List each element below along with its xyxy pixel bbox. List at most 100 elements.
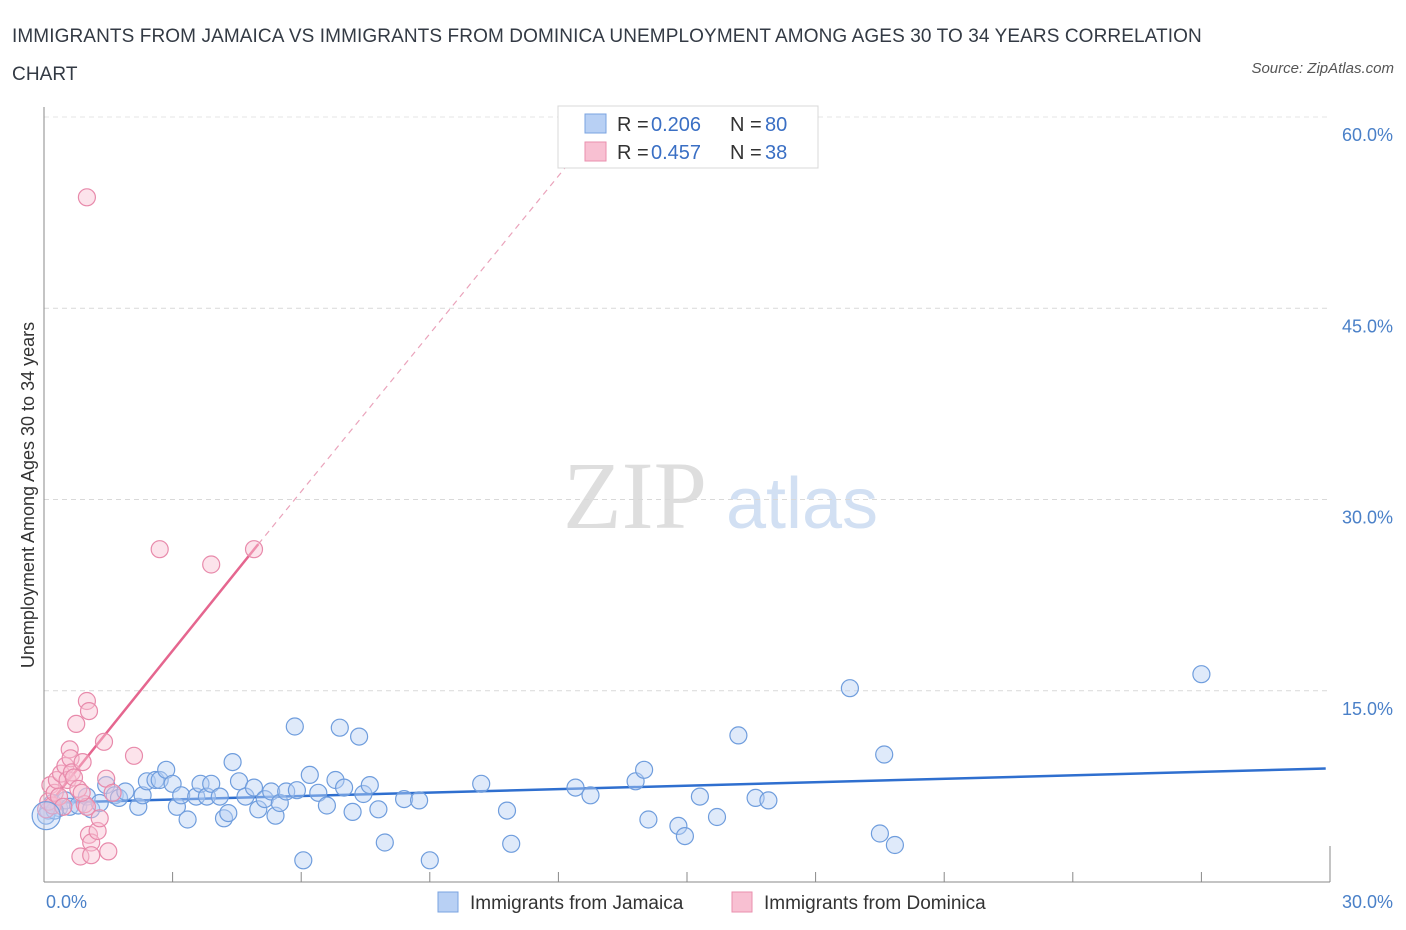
point-dominica-33 [103, 783, 122, 802]
point-jamaica-47 [330, 718, 349, 737]
point-jamaica-78 [36, 806, 56, 825]
point-dominica-14 [64, 768, 84, 787]
point-dominica-21 [72, 783, 91, 802]
data-points [31, 188, 1211, 870]
point-jamaica-42 [294, 851, 313, 870]
point-jamaica-69 [707, 807, 727, 827]
point-jamaica-64 [634, 760, 654, 779]
legend-r-label-1: R = [617, 142, 649, 164]
point-jamaica-68 [690, 787, 710, 806]
point-jamaica-77 [1192, 665, 1211, 684]
point-dominica-24 [77, 188, 97, 207]
y-tick-label-3: 60.0% [1342, 125, 1393, 145]
point-jamaica-26 [202, 774, 221, 793]
point-jamaica-27 [210, 787, 229, 806]
point-dominica-37 [244, 540, 264, 559]
legend-r-value-1: 0.457 [651, 142, 701, 164]
point-jamaica-40 [285, 717, 304, 736]
point-dominica-18 [73, 752, 92, 772]
point-jamaica-41 [287, 781, 306, 800]
point-jamaica-61 [566, 778, 585, 797]
point-dominica-27 [82, 846, 101, 865]
point-jamaica-59 [497, 801, 517, 820]
legend-r-label-0: R = [617, 114, 649, 136]
point-dominica-36 [202, 555, 221, 574]
point-jamaica-30 [223, 752, 242, 772]
bottom-legend-swatch-dominica [731, 891, 753, 913]
bottom-legend-label-jamaica: Immigrants from Jamaica [470, 893, 684, 914]
point-jamaica-51 [354, 784, 373, 804]
bottom-legend-label-dominica: Immigrants from Dominica [764, 893, 986, 914]
point-jamaica-cluster [31, 801, 61, 831]
point-jamaica-55 [395, 789, 414, 809]
legend-swatch-jamaica [584, 113, 607, 134]
point-jamaica-20 [167, 797, 186, 816]
point-jamaica-50 [350, 727, 369, 746]
y-tick-label-2: 45.0% [1342, 316, 1393, 336]
point-jamaica-53 [369, 800, 388, 819]
point-jamaica-35 [255, 789, 274, 809]
point-jamaica-66 [669, 816, 688, 836]
x-tick-label-1: 30.0% [1342, 892, 1393, 912]
bottom-legend-swatch-jamaica [437, 891, 459, 913]
point-jamaica-72 [759, 791, 778, 810]
legend-n-label-0: N = [730, 114, 762, 136]
point-jamaica-14 [133, 786, 152, 805]
point-jamaica-76 [885, 835, 905, 855]
point-dominica-35 [150, 540, 169, 559]
point-dominica-19 [75, 795, 94, 814]
point-dominica-34 [124, 746, 144, 765]
trend-line-dominica [43, 543, 260, 812]
point-jamaica-48 [335, 778, 354, 797]
source-credit: Source: ZipAtlas.com [1251, 60, 1394, 77]
point-jamaica-73 [840, 679, 860, 698]
point-dominica-20 [77, 797, 97, 816]
x-tick-label-0: 0.0% [46, 892, 87, 912]
point-jamaica-67 [675, 826, 695, 846]
watermark-zip: ZIP [563, 442, 707, 549]
point-jamaica-49 [343, 802, 362, 822]
grid-lines [44, 116, 1330, 692]
tick-labels: 15.0% 30.0% 45.0% 60.0% 0.0% 30.0% [46, 125, 1393, 912]
legend-n-value-0: 80 [765, 114, 787, 136]
legend-r-value-0: 0.206 [651, 114, 701, 136]
y-tick-label-0: 15.0% [1342, 699, 1393, 719]
point-jamaica-29 [219, 803, 238, 823]
point-jamaica-70 [729, 726, 748, 745]
point-dominica-30 [94, 732, 114, 751]
point-jamaica-57 [420, 851, 439, 870]
point-dominica-12 [61, 749, 80, 768]
trend-line-jamaica [43, 767, 1326, 805]
point-jamaica-56 [410, 791, 429, 810]
bottom-legend: Immigrants from Jamaica Immigrants from … [437, 891, 986, 914]
chart-title: IMMIGRANTS FROM JAMAICA VS IMMIGRANTS FR… [12, 26, 1202, 85]
point-jamaica-38 [270, 793, 289, 813]
point-jamaica-34 [249, 800, 268, 819]
point-dominica-15 [67, 714, 86, 734]
legend-n-value-1: 38 [765, 142, 787, 164]
y-tick-label-1: 30.0% [1342, 508, 1393, 528]
point-jamaica-54 [375, 833, 394, 852]
point-dominica-32 [99, 842, 118, 861]
point-jamaica-21 [172, 786, 191, 805]
point-jamaica-62 [581, 786, 600, 805]
watermark-atlas: atlas [726, 464, 878, 544]
point-jamaica-22 [178, 810, 197, 829]
watermark: ZIP atlas [563, 442, 878, 549]
trend-line-dominica-extension [257, 122, 602, 545]
point-jamaica-45 [317, 796, 336, 815]
trend-lines [43, 122, 1326, 812]
axes [43, 107, 1331, 883]
point-jamaica-60 [502, 834, 521, 853]
point-jamaica-33 [244, 778, 264, 797]
point-jamaica-58 [472, 774, 491, 793]
point-jamaica-44 [309, 783, 328, 802]
point-jamaica-52 [360, 775, 379, 795]
point-dominica-26 [79, 701, 99, 721]
point-dominica-6 [49, 787, 69, 806]
point-jamaica-74 [870, 824, 890, 843]
legend-n-label-1: N = [730, 142, 762, 164]
point-jamaica-75 [875, 745, 894, 764]
point-jamaica-13 [129, 797, 148, 816]
